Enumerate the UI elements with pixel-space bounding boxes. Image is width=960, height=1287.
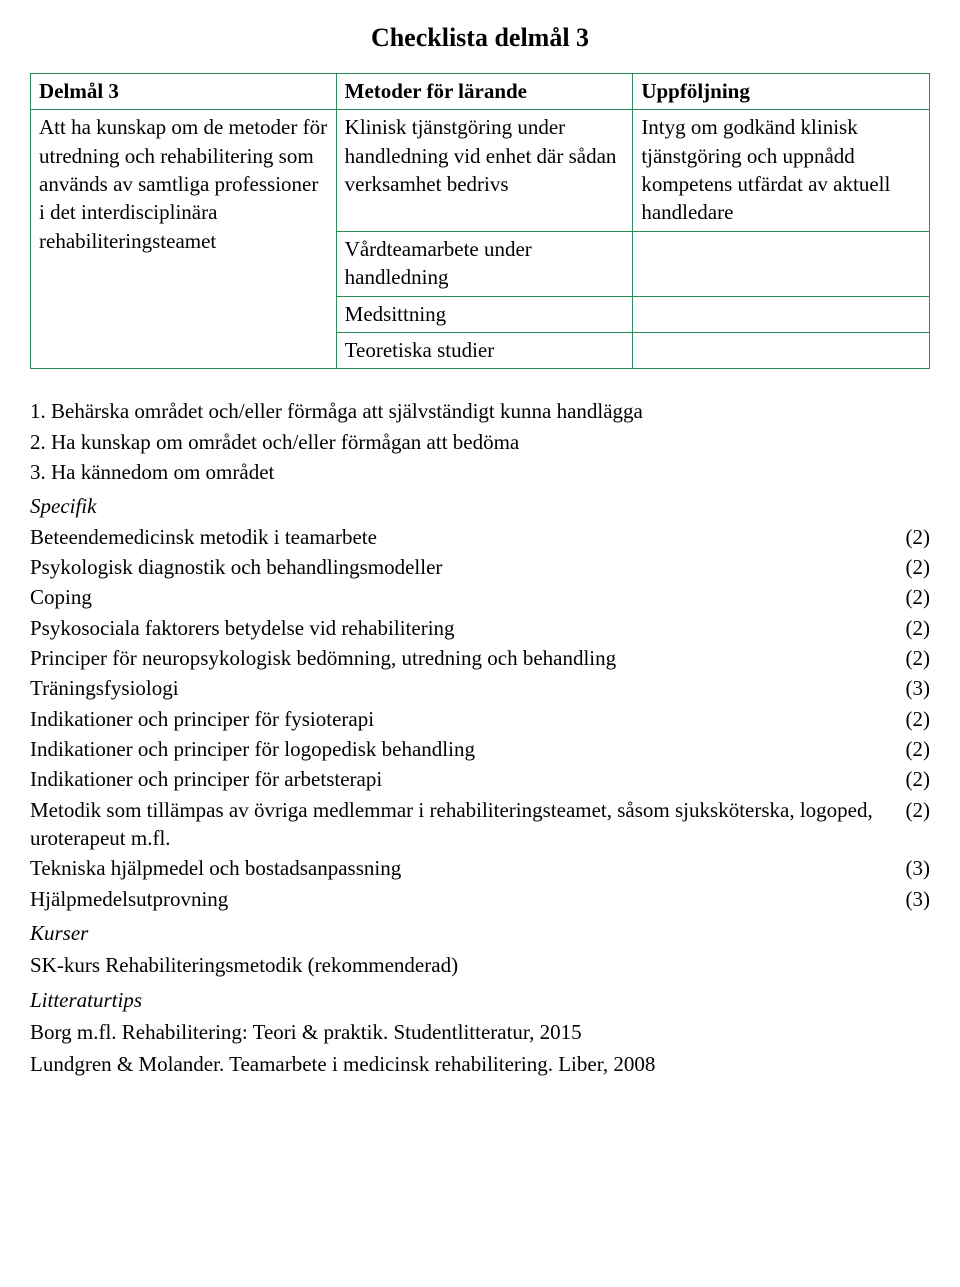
specifik-item-value: (2)	[906, 735, 931, 763]
specifik-item: Coping(2)	[30, 583, 930, 611]
specifik-item-label: Psykosociala faktorers betydelse vid reh…	[30, 614, 906, 642]
litteratur-line: Lundgren & Molander. Teamarbete i medici…	[30, 1050, 930, 1078]
specifik-item: Principer för neuropsykologisk bedömning…	[30, 644, 930, 672]
specifik-item-label: Indikationer och principer för logopedis…	[30, 735, 906, 763]
specifik-item-value: (2)	[906, 796, 931, 824]
table-cell: Teoretiska studier	[336, 332, 633, 368]
numbered-item: 1. Behärska området och/eller förmåga at…	[30, 397, 930, 425]
specifik-item: Träningsfysiologi(3)	[30, 674, 930, 702]
specifik-item: Indikationer och principer för arbetster…	[30, 765, 930, 793]
table-header: Delmål 3	[31, 74, 337, 110]
specifik-item-label: Metodik som tillämpas av övriga medlemma…	[30, 796, 906, 853]
table-cell	[633, 296, 930, 332]
specifik-item: Psykosociala faktorers betydelse vid reh…	[30, 614, 930, 642]
specifik-item-label: Principer för neuropsykologisk bedömning…	[30, 644, 906, 672]
specifik-item-label: Coping	[30, 583, 906, 611]
specifik-item-value: (2)	[906, 614, 931, 642]
specifik-item-value: (2)	[906, 523, 931, 551]
specifik-item-value: (2)	[906, 583, 931, 611]
specifik-item-value: (3)	[906, 854, 931, 882]
specifik-item-value: (2)	[906, 765, 931, 793]
numbered-item: 3. Ha kännedom om området	[30, 458, 930, 486]
specifik-item: Metodik som tillämpas av övriga medlemma…	[30, 796, 930, 853]
table-cell: Medsittning	[336, 296, 633, 332]
specifik-item-label: Tekniska hjälpmedel och bostadsanpassnin…	[30, 854, 906, 882]
specifik-item-label: Beteendemedicinsk metodik i teamarbete	[30, 523, 906, 551]
specifik-item-label: Hjälpmedelsutprovning	[30, 885, 906, 913]
numbered-item: 2. Ha kunskap om området och/eller förmå…	[30, 428, 930, 456]
table-cell: Vårdteamarbete under handledning	[336, 231, 633, 296]
litteraturtips-list: Borg m.fl. Rehabilitering: Teori & prakt…	[30, 1018, 930, 1079]
specifik-item: Indikationer och principer för fysiotera…	[30, 705, 930, 733]
specifik-item: Tekniska hjälpmedel och bostadsanpassnin…	[30, 854, 930, 882]
specifik-item-value: (2)	[906, 644, 931, 672]
numbered-list: 1. Behärska området och/eller förmåga at…	[30, 397, 930, 486]
table-cell	[633, 332, 930, 368]
kurser-heading: Kurser	[30, 919, 930, 947]
specifik-item: Psykologisk diagnostik och behandlingsmo…	[30, 553, 930, 581]
table-cell: Att ha kunskap om de metoder för utredni…	[31, 110, 337, 369]
specifik-heading: Specifik	[30, 492, 930, 520]
specifik-item: Beteendemedicinsk metodik i teamarbete(2…	[30, 523, 930, 551]
specifik-item-label: Psykologisk diagnostik och behandlingsmo…	[30, 553, 906, 581]
kurser-text: SK-kurs Rehabiliteringsmetodik (rekommen…	[30, 951, 930, 979]
body-block: 1. Behärska området och/eller förmåga at…	[30, 397, 930, 1079]
table-header: Uppföljning	[633, 74, 930, 110]
specifik-item: Indikationer och principer för logopedis…	[30, 735, 930, 763]
page: Checklista delmål 3 Delmål 3Metoder för …	[30, 20, 930, 1079]
specifik-item-label: Träningsfysiologi	[30, 674, 906, 702]
specifik-item-label: Indikationer och principer för arbetster…	[30, 765, 906, 793]
table-cell: Intyg om godkänd klinisk tjänstgöring oc…	[633, 110, 930, 231]
specifik-item: Hjälpmedelsutprovning(3)	[30, 885, 930, 913]
specifik-item-value: (3)	[906, 674, 931, 702]
specifik-item-label: Indikationer och principer för fysiotera…	[30, 705, 906, 733]
specifik-item-value: (3)	[906, 885, 931, 913]
specifik-list: Beteendemedicinsk metodik i teamarbete(2…	[30, 523, 930, 913]
table-cell	[633, 231, 930, 296]
checklist-table: Delmål 3Metoder för lärandeUppföljning At…	[30, 73, 930, 369]
specifik-item-value: (2)	[906, 553, 931, 581]
litteraturtips-heading: Litteraturtips	[30, 986, 930, 1014]
table-cell: Klinisk tjänstgöring under handledning v…	[336, 110, 633, 231]
litteratur-line: Borg m.fl. Rehabilitering: Teori & prakt…	[30, 1018, 930, 1046]
specifik-item-value: (2)	[906, 705, 931, 733]
page-title: Checklista delmål 3	[30, 20, 930, 55]
table-header: Metoder för lärande	[336, 74, 633, 110]
